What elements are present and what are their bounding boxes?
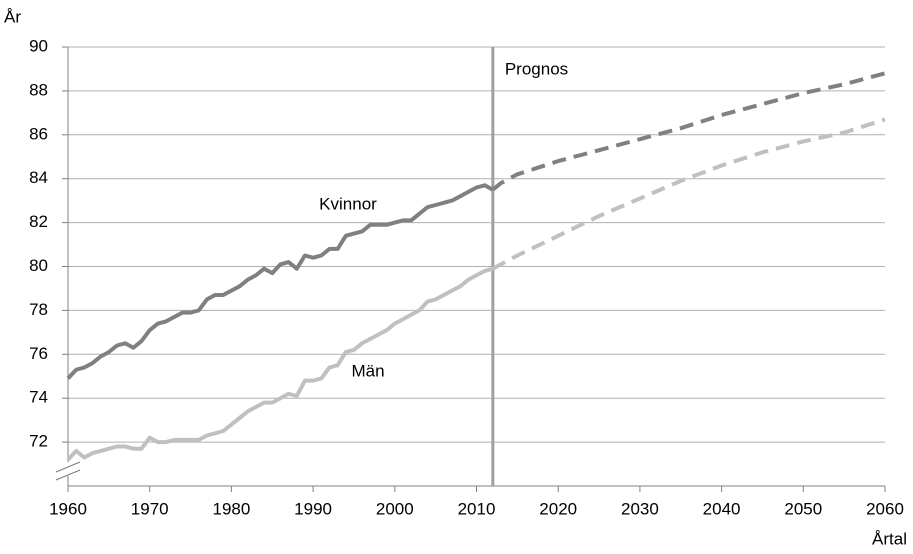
y-tick-label: 74 (29, 388, 48, 407)
x-tick-label: 1990 (294, 499, 332, 518)
y-tick-label: 82 (29, 212, 48, 231)
x-tick-label: 1980 (212, 499, 250, 518)
x-tick-label: 2000 (376, 499, 414, 518)
y-tick-label: 90 (29, 36, 48, 55)
series-label: Kvinnor (319, 194, 377, 213)
y-tick-label: 80 (29, 256, 48, 275)
x-tick-label: 2010 (458, 499, 496, 518)
x-axis-label: Årtal (872, 529, 907, 548)
x-tick-label: 2060 (866, 499, 904, 518)
forecast-label: Prognos (505, 59, 568, 78)
y-axis-label: År (4, 7, 21, 26)
forecast-series-line (491, 71, 886, 192)
x-tick-label: 2020 (539, 499, 577, 518)
x-tick-label: 1960 (49, 499, 87, 518)
x-tick-label: 2040 (703, 499, 741, 518)
y-tick-label: 84 (29, 168, 48, 187)
axis-break-line (55, 461, 81, 473)
forecast-series-line (491, 117, 886, 271)
y-tick-label: 86 (29, 124, 48, 143)
axis-break-line (55, 469, 81, 481)
y-tick-label: 78 (29, 300, 48, 319)
axis-break (54, 461, 81, 481)
series-line (66, 266, 494, 462)
x-tick-label: 2050 (784, 499, 822, 518)
series-line (66, 183, 494, 380)
x-tick-label: 1970 (131, 499, 169, 518)
series-label: Män (351, 361, 384, 380)
x-tick-label: 2030 (621, 499, 659, 518)
y-tick-label: 88 (29, 80, 48, 99)
y-tick-label: 72 (29, 432, 48, 451)
y-tick-label: 76 (29, 344, 48, 363)
